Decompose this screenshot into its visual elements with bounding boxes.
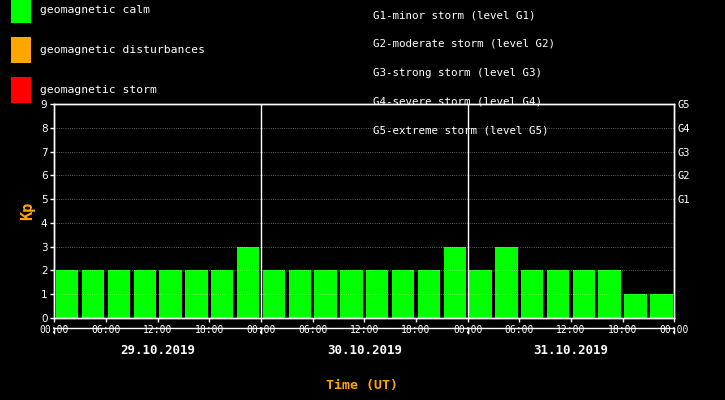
Text: G5-extreme storm (level G5): G5-extreme storm (level G5)	[373, 125, 549, 135]
Bar	[82, 270, 104, 318]
Text: G3-strong storm (level G3): G3-strong storm (level G3)	[373, 68, 542, 78]
Bar	[495, 247, 518, 318]
Bar	[262, 270, 285, 318]
Y-axis label: Kp: Kp	[20, 202, 36, 220]
Bar	[444, 247, 466, 318]
Bar	[599, 270, 621, 318]
Bar	[56, 270, 78, 318]
Bar	[340, 270, 362, 318]
Text: 30.10.2019: 30.10.2019	[327, 344, 402, 357]
Bar	[185, 270, 207, 318]
Bar	[237, 247, 260, 318]
Text: Time (UT): Time (UT)	[326, 379, 399, 392]
Bar	[547, 270, 569, 318]
Bar	[366, 270, 389, 318]
Text: geomagnetic disturbances: geomagnetic disturbances	[40, 45, 205, 55]
Text: geomagnetic calm: geomagnetic calm	[40, 5, 150, 15]
Text: geomagnetic storm: geomagnetic storm	[40, 85, 157, 95]
Bar	[521, 270, 543, 318]
Bar	[676, 270, 698, 318]
Bar	[469, 270, 492, 318]
Bar	[418, 270, 440, 318]
Bar	[315, 270, 336, 318]
Text: G2-moderate storm (level G2): G2-moderate storm (level G2)	[373, 39, 555, 49]
Text: 29.10.2019: 29.10.2019	[120, 344, 195, 357]
Bar	[289, 270, 311, 318]
Bar	[392, 270, 414, 318]
Text: G4-severe storm (level G4): G4-severe storm (level G4)	[373, 96, 542, 106]
Bar	[211, 270, 233, 318]
Bar	[160, 270, 182, 318]
Bar	[650, 294, 673, 318]
Bar	[624, 294, 647, 318]
Bar	[573, 270, 595, 318]
Bar	[108, 270, 130, 318]
Bar	[133, 270, 156, 318]
Text: G1-minor storm (level G1): G1-minor storm (level G1)	[373, 10, 536, 20]
Text: 31.10.2019: 31.10.2019	[534, 344, 608, 357]
